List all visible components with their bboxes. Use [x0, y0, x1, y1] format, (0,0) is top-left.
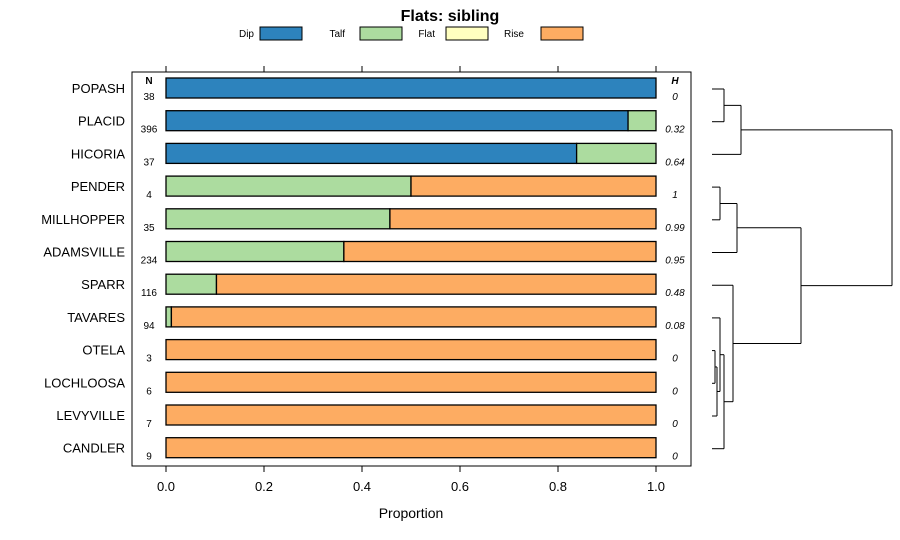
legend-swatch-flat: [445, 26, 489, 41]
bar-segment-rise: [165, 404, 657, 426]
legend-swatch-dip: [259, 26, 303, 41]
h-labels: 0 0.32 0.64 1 0.99 0.95 0.48 0.08 0 0 0 0: [665, 92, 685, 463]
bar-segment-rise: [165, 437, 657, 459]
n-label: 4: [146, 190, 152, 201]
category-label: OTELA: [82, 343, 125, 358]
category-label: PENDER: [71, 179, 125, 194]
h-label: 0: [672, 452, 678, 463]
x-tick-label: 0.6: [451, 479, 469, 494]
category-label: POPASH: [72, 81, 125, 96]
legend: Dip Talf Flat Rise: [239, 26, 584, 41]
h-label: 0: [672, 419, 678, 430]
x-axis-label: Proportion: [379, 505, 444, 521]
x-tick-label: 1.0: [647, 479, 665, 494]
bar-segment-rise: [410, 175, 657, 197]
category-label: LOCHLOOSA: [44, 375, 125, 390]
category-label: HICORIA: [71, 146, 126, 161]
category-label: ADAMSVILLE: [43, 245, 125, 260]
bar-segment-talf: [165, 306, 173, 328]
legend-label: Rise: [504, 29, 524, 40]
plot-frame: [131, 71, 692, 467]
bar-segment-talf: [165, 240, 345, 263]
n-label: 6: [146, 386, 152, 397]
bar-segment-rise: [215, 273, 657, 295]
n-label: 9: [146, 452, 152, 463]
bar-segment-dip: [165, 77, 657, 99]
bar-segment-talf: [165, 175, 412, 197]
bar-segment-dip: [165, 110, 629, 132]
legend-label: Dip: [239, 29, 254, 40]
category-label: TAVARES: [67, 310, 125, 325]
h-label: 0.48: [665, 288, 685, 299]
h-label: 0.99: [665, 223, 685, 234]
category-label: PLACID: [78, 114, 125, 129]
n-label: 94: [143, 321, 155, 332]
category-labels: POPASH PLACID HICORIA PENDER MILLHOPPER ADAMS…: [41, 81, 125, 456]
x-tick-label: 0.4: [353, 479, 371, 494]
top-ticks: [165, 66, 657, 72]
bar-segment-talf: [575, 142, 657, 165]
n-label: 7: [146, 419, 152, 430]
dendrogram: [712, 88, 893, 450]
n-label: 3: [146, 354, 152, 365]
bar-segment-rise: [165, 371, 657, 393]
bar-segment-dip: [165, 142, 578, 165]
bar-segment-rise: [389, 208, 657, 230]
h-header: H: [671, 76, 679, 87]
x-tick-label: 0.8: [549, 479, 567, 494]
h-label: 0.32: [665, 125, 685, 136]
n-label: 116: [141, 288, 157, 299]
category-label: MILLHOPPER: [41, 212, 125, 227]
chart-title: Flats: sibling: [401, 8, 500, 25]
n-label: 35: [143, 223, 155, 234]
h-label: 0.95: [665, 256, 685, 267]
h-label: 0: [672, 92, 678, 103]
n-label: 234: [141, 256, 158, 267]
h-label: 0: [672, 354, 678, 365]
category-label: CANDLER: [63, 441, 125, 456]
bar-segment-talf: [165, 273, 218, 295]
bottom-ticks: 0.0 0.2 0.4 0.6 0.8 1.0: [157, 466, 665, 494]
n-header: N: [145, 76, 152, 87]
x-tick-label: 0.0: [157, 479, 175, 494]
n-label: 396: [141, 125, 158, 136]
h-label: 0.64: [665, 157, 685, 168]
n-labels: 38 396 37 4 35 234 116 94 3 6 7 9: [141, 92, 158, 463]
bar-segment-rise: [343, 240, 657, 263]
legend-label: Talf: [329, 29, 345, 40]
n-label: 37: [143, 157, 155, 168]
h-label: 0: [672, 386, 678, 397]
category-label: LEVYVILLE: [56, 408, 125, 423]
legend-swatch-rise: [540, 26, 584, 41]
bar-segment-rise: [170, 306, 657, 328]
category-label: SPARR: [81, 277, 125, 292]
bar-segment-talf: [627, 110, 657, 132]
bar-segment-rise: [165, 338, 657, 361]
legend-label: Flat: [418, 29, 435, 40]
n-label: 38: [143, 92, 155, 103]
h-label: 0.08: [665, 321, 685, 332]
x-tick-label: 0.2: [255, 479, 273, 494]
legend-swatch-talf: [359, 26, 403, 41]
bars: [165, 77, 657, 459]
bar-segment-talf: [165, 208, 391, 230]
h-label: 1: [672, 190, 678, 201]
